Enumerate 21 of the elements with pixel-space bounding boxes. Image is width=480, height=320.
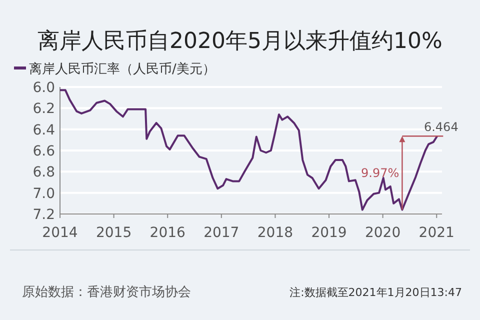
x-tick-label: 2014 [42, 225, 78, 241]
x-tick-label: 2019 [311, 225, 347, 241]
x-tick-label: 2016 [150, 225, 186, 241]
y-tick-label: 6.0 [32, 80, 55, 96]
x-tick-label: 2021 [418, 225, 454, 241]
y-tick-label: 6.8 [32, 164, 55, 181]
annotation: 6.464 [424, 120, 458, 134]
x-tick-label: 2017 [204, 225, 240, 241]
y-tick-label: 6.2 [32, 101, 55, 118]
y-tick-label: 6.6 [32, 144, 56, 160]
y-tick-label: 6.4 [32, 122, 56, 138]
text: 原始数据：香港财资市场协会 [22, 285, 191, 300]
y-tick-label: 7.2 [32, 207, 55, 223]
text: 注:数据截至2021年1月20日13:47 [290, 286, 462, 299]
annotation: 9.97% [361, 166, 400, 180]
legend-label: 离岸人民币汇率（人民币/美元） [29, 61, 216, 77]
x-tick-label: 2020 [364, 225, 401, 241]
x-tick-label: 2015 [96, 225, 132, 241]
chart-title: 离岸人民币自2020年5月以来升值约10% [38, 29, 442, 54]
y-tick-label: 7.0 [32, 186, 55, 202]
x-tick-label: 2018 [257, 225, 294, 241]
